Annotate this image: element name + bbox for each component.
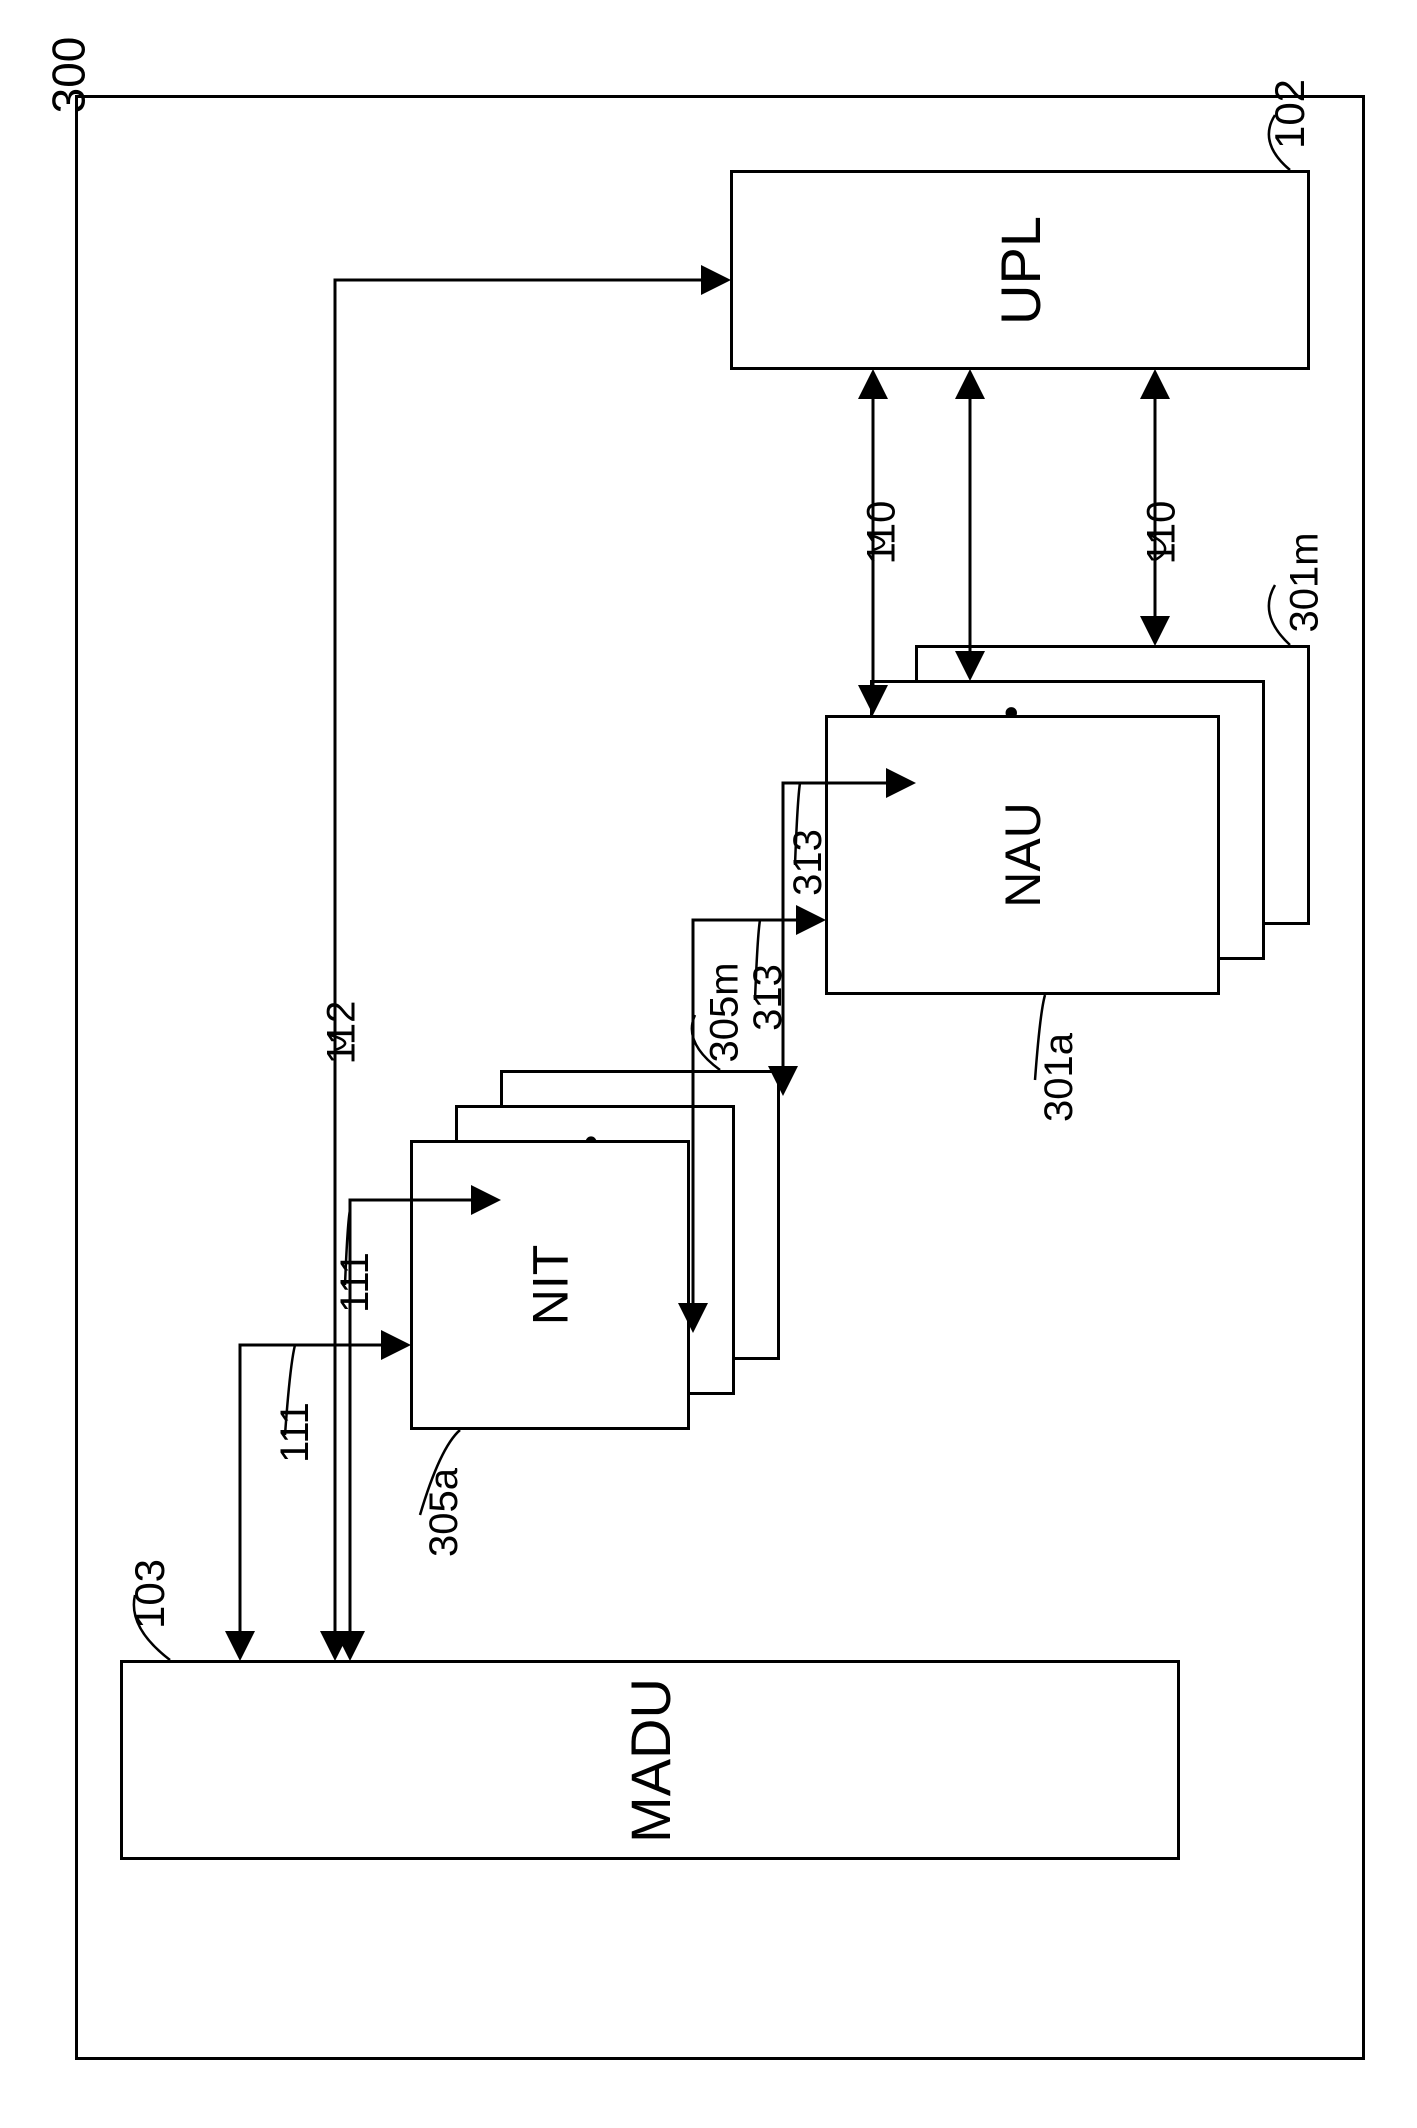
nau-front-label: NAU xyxy=(993,802,1051,908)
upl-block: UPL xyxy=(730,170,1310,370)
nit-front: NIT xyxy=(410,1140,690,1430)
ref-111b: 111 xyxy=(273,1402,318,1463)
ref-110a: 110 xyxy=(859,501,904,565)
ref-102: 102 xyxy=(1266,79,1314,149)
nau-front: NAU xyxy=(825,715,1220,995)
ref-313b: 313 xyxy=(746,964,791,1031)
ref-112: 112 xyxy=(319,1001,364,1065)
ref-305a: 305a xyxy=(422,1468,467,1557)
ref-110b: 110 xyxy=(1139,501,1184,565)
ref-301a: 301a xyxy=(1037,1033,1082,1122)
madu-block: MADU xyxy=(120,1660,1180,1860)
ref-313a: 313 xyxy=(786,829,831,896)
ref-103: 103 xyxy=(126,1559,174,1629)
madu-block-label: MADU xyxy=(617,1678,682,1843)
nit-front-label: NIT xyxy=(521,1245,579,1326)
ref-111a: 111 xyxy=(333,1252,378,1313)
ref-305m: 305m xyxy=(703,962,748,1062)
ref-300: 300 xyxy=(41,37,95,114)
ref-301m: 301m xyxy=(1283,532,1328,632)
upl-block-label: UPL xyxy=(988,216,1053,325)
